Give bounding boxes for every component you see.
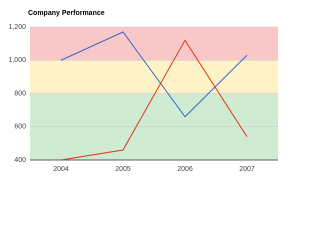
x-tick-label: 2005 — [115, 166, 131, 173]
y-tick-label: 800 — [14, 90, 26, 97]
x-tick-label: 2007 — [239, 166, 255, 173]
series-line — [60, 39, 248, 161]
y-tick-label: 600 — [14, 124, 26, 131]
band — [30, 60, 278, 94]
y-tick-label: 1,000 — [8, 57, 26, 64]
chart: Company Performance 400 600 800 1,000 1,200 2… — [8, 10, 278, 173]
y-tick-label: 400 — [14, 157, 26, 164]
chart-title: Company Performance — [28, 10, 105, 17]
series-line — [60, 31, 248, 118]
x-tick-label: 2006 — [177, 166, 193, 173]
band — [30, 27, 278, 61]
x-tick-label: 2004 — [53, 166, 69, 173]
y-tick-label: 1,200 — [8, 24, 26, 31]
